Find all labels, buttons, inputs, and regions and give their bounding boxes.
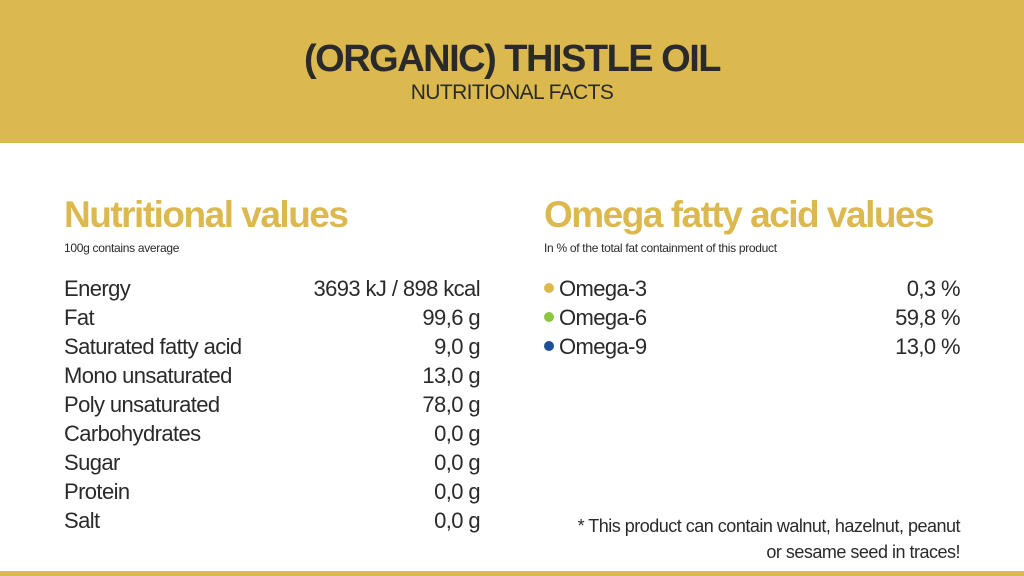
- omega-9-dot-icon: [544, 341, 554, 351]
- nutrition-label: Poly unsaturated: [64, 392, 220, 417]
- footnote-line-1: * This product can contain walnut, hazel…: [577, 516, 961, 536]
- nutrition-value: 0,0 g: [434, 479, 481, 504]
- bottom-accent-bar: [0, 571, 1024, 576]
- omega-6-dot-icon: [544, 312, 554, 322]
- nutritional-values-heading: Nutritional values: [64, 194, 349, 235]
- nutrition-value: 99,6 g: [422, 305, 480, 330]
- omega-value: 0,3 %: [906, 276, 961, 301]
- nutrition-value: 13,0 g: [422, 363, 480, 388]
- nutrition-row-energy: Energy 3693 kJ / 898 kcal: [64, 274, 481, 303]
- omega-label: Omega-9: [559, 334, 647, 359]
- nutrition-label: Energy: [64, 276, 131, 301]
- omega-row-omega-6: Omega-6 59,8 %: [544, 303, 961, 332]
- nutrition-label: Protein: [64, 479, 130, 504]
- omega-values-note: In % of the total fat containment of thi…: [544, 241, 777, 255]
- nutrition-label: Carbohydrates: [64, 421, 201, 446]
- nutrition-row-protein: Protein 0,0 g: [64, 477, 481, 506]
- nutrition-value: 78,0 g: [422, 392, 480, 417]
- nutrition-row-sugar: Sugar 0,0 g: [64, 448, 481, 477]
- nutrition-label: Sugar: [64, 450, 120, 475]
- omega-value: 13,0 %: [895, 334, 961, 359]
- nutrition-value: 3693 kJ / 898 kcal: [313, 276, 480, 301]
- nutritional-values-note: 100g contains average: [64, 241, 180, 255]
- omega-values-heading: Omega fatty acid values: [544, 194, 935, 235]
- nutrition-row-carbohydrates: Carbohydrates 0,0 g: [64, 419, 481, 448]
- nutrition-row-poly-unsaturated: Poly unsaturated 78,0 g: [64, 390, 481, 419]
- nutrition-value: 0,0 g: [434, 450, 481, 475]
- page-title: (ORGANIC) THISTLE OIL: [303, 38, 722, 80]
- allergen-footnote: * This product can contain walnut, hazel…: [577, 513, 961, 565]
- nutrition-row-salt: Salt 0,0 g: [64, 506, 481, 535]
- nutrition-value: 9,0 g: [434, 334, 481, 359]
- header-banner: (ORGANIC) THISTLE OIL NUTRITIONAL FACTS: [0, 0, 1024, 143]
- nutrition-row-mono-unsaturated: Mono unsaturated 13,0 g: [64, 361, 481, 390]
- nutrition-label: Salt: [64, 508, 100, 533]
- nutrition-row-fat: Fat 99,6 g: [64, 303, 481, 332]
- page-subtitle: NUTRITIONAL FACTS: [410, 81, 614, 104]
- omega-label: Omega-3: [559, 276, 647, 301]
- omega-3-dot-icon: [544, 283, 554, 293]
- nutrition-label: Fat: [64, 305, 95, 330]
- omega-row-omega-9: Omega-9 13,0 %: [544, 332, 961, 361]
- nutrition-value: 0,0 g: [434, 508, 481, 533]
- nutrition-value: 0,0 g: [434, 421, 481, 446]
- omega-row-omega-3: Omega-3 0,3 %: [544, 274, 961, 303]
- nutrition-label: Saturated fatty acid: [64, 334, 242, 359]
- nutrition-label: Mono unsaturated: [64, 363, 232, 388]
- omega-value: 59,8 %: [895, 305, 961, 330]
- footnote-line-2: or sesame seed in traces!: [766, 542, 960, 562]
- nutrition-row-saturated-fatty-acid: Saturated fatty acid 9,0 g: [64, 332, 481, 361]
- omega-label: Omega-6: [559, 305, 647, 330]
